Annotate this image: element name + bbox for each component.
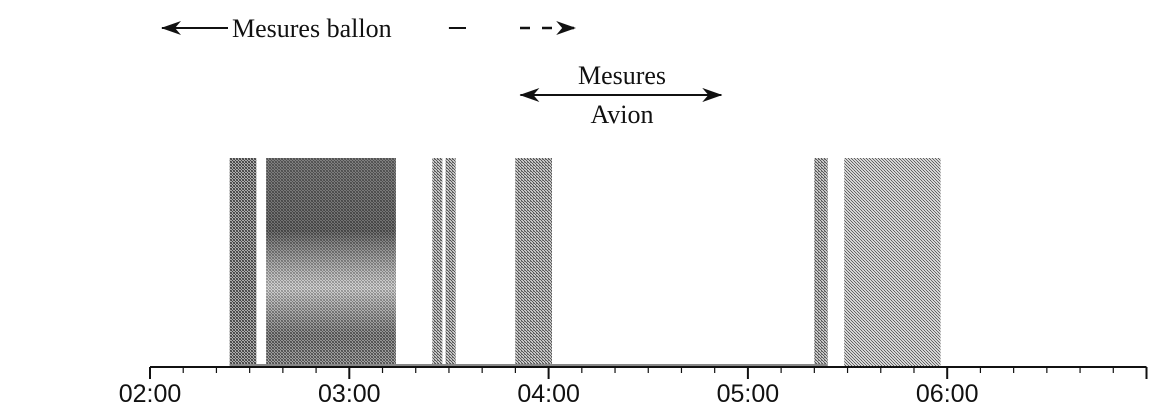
period-bar <box>814 158 828 367</box>
x-axis: 02:00 03:00 04:00 05:00 06:00 <box>119 364 1148 408</box>
annotation-ballon-label: Mesures ballon <box>232 14 392 43</box>
period-bar <box>229 158 257 367</box>
x-tick-label: 03:00 <box>318 380 381 408</box>
period-bar <box>445 158 456 367</box>
x-tick-label: 04:00 <box>517 380 580 408</box>
annotation-avion-label-line1: Mesures <box>578 61 666 90</box>
period-bar <box>432 158 443 367</box>
annotations: Mesures ballon Mesures Avion <box>161 14 723 129</box>
x-tick-label: 06:00 <box>916 380 979 408</box>
period-bar <box>515 158 552 367</box>
x-tick-label: 05:00 <box>717 380 780 408</box>
period-bar <box>266 158 396 367</box>
measurement-periods <box>229 158 941 367</box>
annotation-avion-label-line2: Avion <box>590 100 653 129</box>
x-tick-label: 02:00 <box>119 380 182 408</box>
period-bar <box>844 158 941 367</box>
